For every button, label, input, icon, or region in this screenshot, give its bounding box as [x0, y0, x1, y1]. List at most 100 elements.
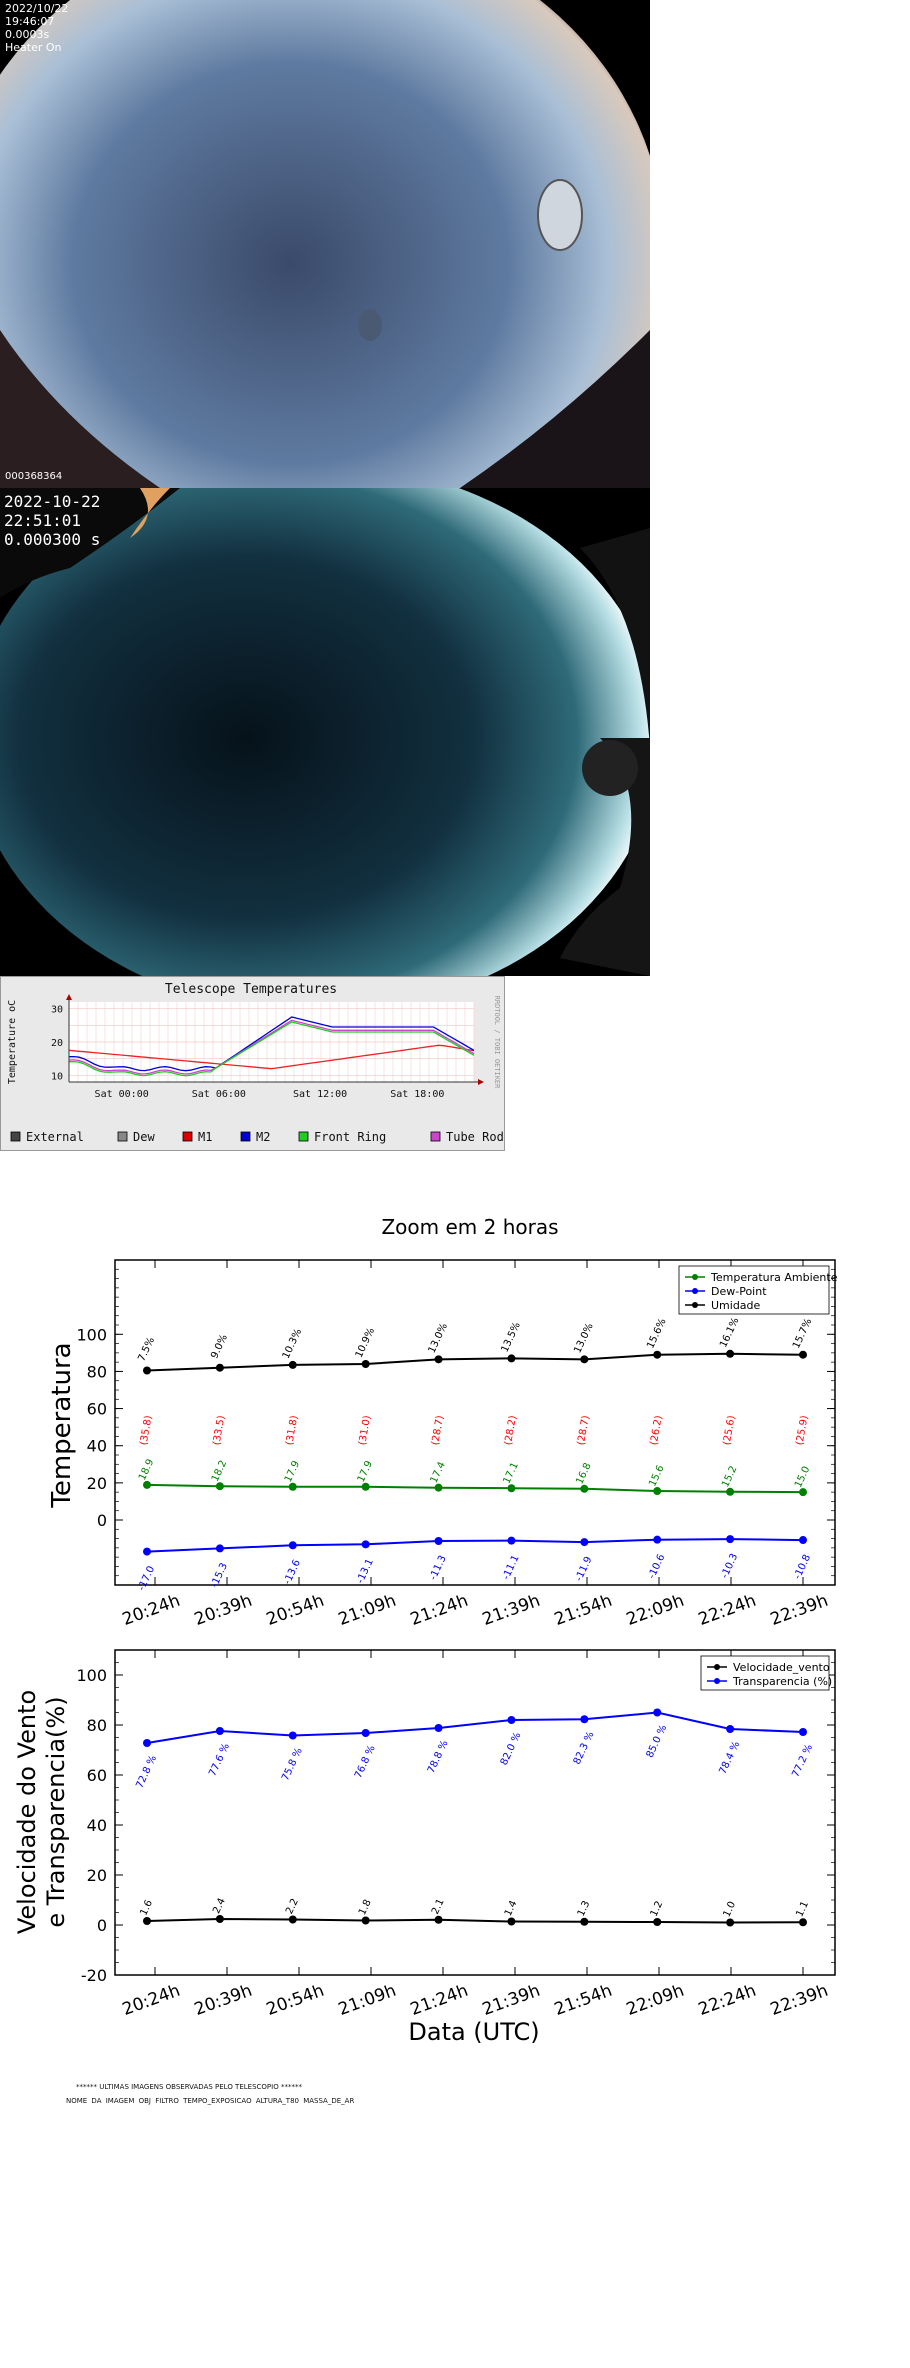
data-label: 82.0 % [499, 1731, 524, 1767]
data-label: 1.3 [576, 1899, 593, 1918]
data-point [288, 1360, 297, 1369]
xtick-label: 21:39h [480, 1981, 543, 2020]
data-label: 2.1 [430, 1897, 447, 1916]
ytick-label: 20 [87, 1474, 107, 1493]
data-label: 9.0% [209, 1333, 230, 1361]
data-label: 1.6 [138, 1898, 155, 1917]
data-label: -11.1 [501, 1554, 522, 1582]
data-label: 17.1 [501, 1461, 520, 1486]
zoom-charts: Zoom em 2 horas Temperatura 0 20 40 60 80 100… [0, 1200, 910, 2080]
data-label: 7.5% [136, 1336, 157, 1364]
data-point [507, 1917, 516, 1926]
legend-swatch [10, 1131, 21, 1142]
camera1-date: 2022/10/22 [5, 2, 69, 15]
data-point [143, 1480, 151, 1489]
data-point [215, 1544, 224, 1553]
data-point [434, 1724, 443, 1732]
data-point [288, 1541, 297, 1550]
data-point [580, 1538, 589, 1547]
xtick-label: 20:39h [192, 1591, 255, 1630]
ytick-label: 0 [97, 1511, 107, 1530]
allsky-camera-image-1: 2022/10/22 19:46:07 0.0003s Heater On 00036… [0, 0, 650, 488]
data-point [361, 1360, 370, 1368]
data-label: 85.0 % [645, 1723, 670, 1759]
camera2-date: 2022-10-22 [4, 492, 101, 511]
xtick-label: 20:24h [120, 1591, 183, 1630]
data-label: 16.8 [574, 1461, 593, 1486]
data-point [507, 1354, 516, 1363]
xtick-label: 20:39h [192, 1981, 255, 2020]
dew-extra-label: (35.8) [139, 1415, 155, 1447]
xtick-label: 22:24h [696, 1591, 759, 1630]
data-label: 2.4 [211, 1896, 228, 1915]
zoom-title: Zoom em 2 horas [381, 1215, 558, 1239]
data-label: 76.8 % [353, 1744, 378, 1780]
data-point [507, 1536, 516, 1545]
legend-entry: Dew-Point [711, 1285, 767, 1298]
telescope-xtick: Sat 00:00 [95, 1089, 149, 1100]
data-label: 13.5% [499, 1321, 522, 1354]
ytick-label: 20 [87, 1866, 107, 1885]
dew-extra-label: (28.7) [576, 1415, 592, 1447]
data-label: 77.6 % [207, 1742, 232, 1778]
xtick-label: 20:24h [120, 1981, 183, 2020]
telescope-chart-svg: Telescope Temperatures Temperature oC RR… [7, 982, 504, 1144]
data-label: 15.6 [647, 1464, 666, 1489]
data-point [580, 1715, 589, 1724]
data-label: -10.3 [719, 1552, 740, 1580]
data-point [215, 1363, 224, 1372]
data-point [143, 1917, 151, 1925]
data-label: 18.2 [210, 1459, 229, 1484]
data-label: -13.6 [282, 1558, 303, 1586]
data-label: -11.9 [574, 1555, 595, 1583]
xtick-label: 22:39h [768, 1591, 831, 1630]
series-line [146, 1538, 804, 1553]
data-point [653, 1535, 662, 1544]
ytick-label: 80 [87, 1362, 107, 1381]
zoom-charts-svg: Zoom em 2 horas Temperatura 0 20 40 60 80 100… [13, 1215, 838, 2046]
data-point [580, 1355, 589, 1364]
data-label: -10.6 [647, 1553, 668, 1581]
data-point [434, 1536, 443, 1545]
telescope-ytick: 10 [51, 1071, 63, 1082]
wind-chart-ylabel-2: e Transparencia(%) [42, 1696, 70, 1927]
telescope-ytick: 30 [51, 1005, 63, 1016]
data-point [726, 1725, 735, 1733]
allsky-camera-image-2: 2022-10-22 22:51:01 0.000300 s [0, 488, 650, 976]
dew-extra-label: (25.9) [795, 1415, 811, 1447]
data-point [799, 1918, 807, 1927]
data-label: 10.9% [354, 1326, 377, 1359]
data-point [361, 1916, 370, 1925]
data-label: 1.4 [503, 1899, 520, 1918]
data-label: -17.0 [136, 1564, 157, 1592]
data-point [434, 1915, 443, 1924]
xtick-label: 20:54h [264, 1591, 327, 1630]
xtick-label: 22:09h [624, 1591, 687, 1630]
data-point [215, 1915, 224, 1923]
ytick-label: 80 [87, 1716, 107, 1735]
ytick-label: 0 [97, 1916, 107, 1935]
ytick-label: -20 [81, 1966, 107, 1985]
camera1-time: 19:46:07 [5, 15, 55, 28]
data-point [799, 1728, 807, 1736]
camera1-info: 2022/10/22 19:46:07 0.0003s Heater On [5, 2, 68, 54]
ytick-label: 40 [87, 1437, 107, 1456]
dew-extra-label: (28.7) [430, 1415, 446, 1447]
legend-label: Front Ring [314, 1130, 386, 1144]
legend-label: Dew [133, 1130, 155, 1144]
data-label: 13.0% [427, 1322, 450, 1355]
data-label: 75.8 % [280, 1746, 305, 1782]
data-label: 13.0% [572, 1322, 595, 1355]
data-point [799, 1536, 807, 1545]
data-label: 1.1 [794, 1900, 811, 1919]
telescope-chart-side-text: RRDTOOL / TOBI OETIKER [493, 996, 501, 1090]
ytick-label: 60 [87, 1400, 107, 1419]
series-line [146, 1352, 804, 1372]
allsky-image-1 [0, 0, 650, 488]
camera1-exposure: 0.0003s [5, 28, 50, 41]
data-point [580, 1484, 589, 1493]
data-label: 72.8 % [134, 1754, 159, 1790]
data-label: 18.9 [137, 1457, 156, 1482]
footer-title: ****** ULTIMAS IMAGENS OBSERVADAS PELO T… [76, 2083, 302, 2091]
data-label: -10.8 [792, 1553, 813, 1581]
